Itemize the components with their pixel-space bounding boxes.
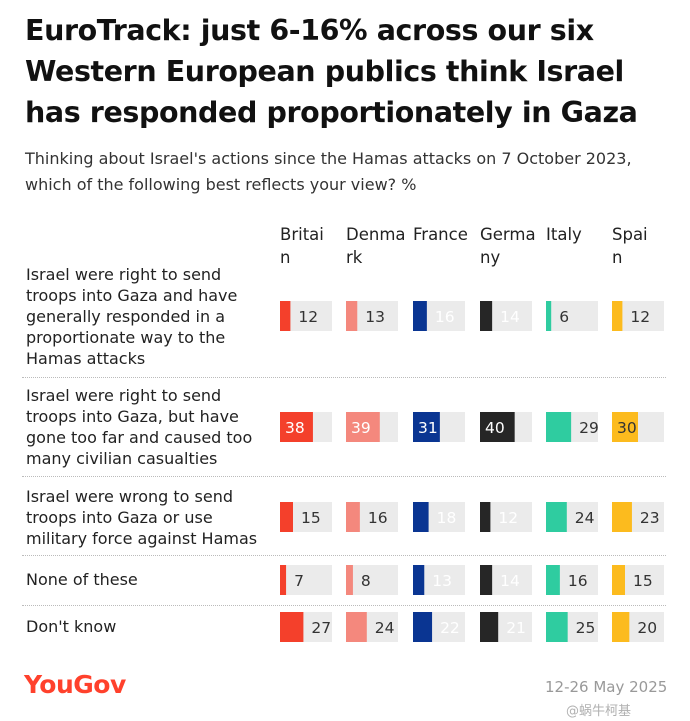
value-label: 24: [575, 509, 595, 527]
value-label: 39: [351, 419, 371, 437]
bar-track: [546, 301, 598, 331]
bar-denmark: [346, 612, 367, 642]
bar-germany: [480, 412, 515, 442]
bar-spain: [612, 502, 632, 532]
bar-france: [413, 565, 425, 595]
yougov-logo: YouGov: [24, 670, 126, 699]
value-label: 12: [498, 509, 518, 527]
watermark: @蜗牛柯基: [566, 704, 632, 719]
value-label: 12: [630, 308, 650, 326]
value-label: 15: [301, 509, 321, 527]
bar-britain: [280, 412, 313, 442]
value-label: 18: [437, 509, 457, 527]
bar-italy: [546, 565, 560, 595]
bar-france: [413, 301, 427, 331]
value-label: 29: [579, 419, 599, 437]
value-label: 12: [298, 308, 318, 326]
row-label: Israel were wrong to send troops into Ga…: [26, 487, 258, 548]
row-divider: [22, 377, 666, 378]
value-label: 13: [432, 572, 452, 590]
value-label: 14: [500, 572, 520, 590]
row-divider: [22, 605, 666, 606]
value-label: 13: [365, 308, 385, 326]
value-label: 40: [485, 419, 505, 437]
bar-spain: [612, 301, 623, 331]
row-label: Israel were right to send troops into Ga…: [26, 265, 238, 368]
bar-germany: [480, 502, 491, 532]
bar-track: [280, 565, 332, 595]
column-header-denmark: Denmark: [346, 225, 406, 267]
column-header-britain: Britain: [280, 225, 324, 267]
value-label: 38: [285, 419, 305, 437]
value-label: 16: [435, 308, 455, 326]
column-header-germany: Germany: [480, 225, 536, 267]
bar-britain: [280, 565, 287, 595]
row-label: None of these: [26, 570, 138, 589]
value-label: 22: [440, 619, 460, 637]
bar-france: [413, 612, 433, 642]
column-header-spain: Spain: [612, 225, 648, 267]
row-divider: [22, 476, 666, 477]
bar-spain: [612, 565, 625, 595]
row-divider: [22, 555, 666, 556]
bar-denmark: [346, 301, 358, 331]
value-label: 7: [294, 572, 304, 590]
value-label: 16: [568, 572, 588, 590]
row-label: Israel were right to send troops into Ga…: [26, 386, 253, 468]
bar-britain: [280, 502, 293, 532]
bar-italy: [546, 301, 552, 331]
bar-italy: [546, 502, 567, 532]
bar-italy: [546, 412, 572, 442]
value-label: 21: [506, 619, 526, 637]
value-label: 6: [559, 308, 569, 326]
value-label: 8: [361, 572, 371, 590]
bar-france: [413, 412, 440, 442]
value-label: 23: [640, 509, 660, 527]
row-label: Don't know: [26, 617, 117, 636]
bar-germany: [480, 612, 499, 642]
value-label: 24: [375, 619, 395, 637]
value-label: 20: [637, 619, 657, 637]
value-label: 25: [576, 619, 596, 637]
bar-britain: [280, 301, 291, 331]
bar-germany: [480, 565, 493, 595]
bar-france: [413, 502, 429, 532]
bar-denmark: [346, 565, 353, 595]
value-label: 27: [311, 619, 331, 637]
bar-denmark: [346, 502, 360, 532]
bar-germany: [480, 301, 493, 331]
bar-track: [346, 565, 398, 595]
value-label: 30: [617, 419, 637, 437]
bar-denmark: [346, 412, 380, 442]
survey-date: 12-26 May 2025: [545, 678, 668, 696]
bar-italy: [546, 612, 568, 642]
bar-spain: [612, 612, 630, 642]
column-header-france: France: [413, 225, 468, 244]
value-label: 16: [368, 509, 388, 527]
chart-subtitle: Thinking about Israel's actions since th…: [25, 149, 632, 194]
value-label: 31: [418, 419, 438, 437]
column-header-italy: Italy: [546, 225, 582, 244]
value-label: 15: [633, 572, 653, 590]
bar-britain: [280, 612, 304, 642]
value-label: 14: [500, 308, 520, 326]
bar-spain: [612, 412, 638, 442]
chart-title: EuroTrack: just 6-16% across our six Wes…: [25, 14, 638, 129]
